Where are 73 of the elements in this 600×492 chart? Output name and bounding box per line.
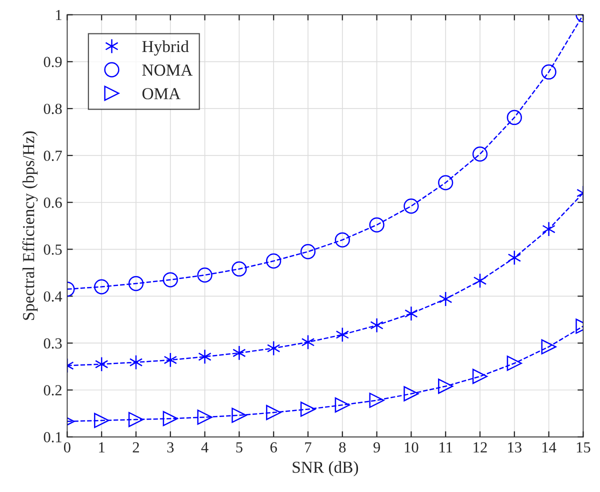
y-tick-label: 0.4 [44,291,62,302]
point [94,356,108,372]
y-axis-title: Spectral Efficiency (bps/Hz) [22,131,38,320]
point [128,412,144,428]
y-tick-label: 0.7 [44,150,62,161]
point [508,250,522,266]
y-tick-label: 0.3 [44,338,62,349]
y-tick-label: 0.9 [44,56,62,68]
x-tick-label: 9 [373,442,380,453]
x-tick-label: 1 [99,442,105,452]
point [129,354,143,370]
point [404,306,418,322]
point [266,340,280,356]
x-tick-label: 2 [132,442,139,452]
x-tick-label: 15 [576,442,590,453]
y-tick-label: 0.8 [44,104,62,114]
point [300,402,316,417]
point [197,268,212,283]
point [438,291,452,307]
point [334,232,350,248]
x-tick-label: 0 [64,442,70,453]
point [369,392,384,408]
y-tick-label: 0.5 [44,244,62,255]
x-tick-label: 12 [474,442,487,452]
legend-label: OMA [142,88,181,100]
point [334,397,350,413]
point [438,175,454,190]
point [438,378,454,394]
point [301,334,315,350]
x-tick-label: 10 [404,442,418,453]
point [94,279,110,294]
x-axis-title: SNR (dB) [292,461,358,476]
point [506,110,522,126]
point [232,408,247,423]
legend-label: Hybrid [142,40,189,56]
point [541,339,556,354]
x-tick-label: 6 [270,442,277,453]
legend-label: NOMA [142,64,193,76]
point [541,64,556,80]
point [472,146,488,162]
point [542,222,556,237]
point [266,253,282,269]
y-tick-label: 0.1 [44,432,62,442]
point [404,198,419,214]
point [336,327,350,342]
point [198,349,212,364]
point [128,276,144,292]
x-tick-label: 4 [201,442,208,452]
point [472,368,488,384]
point [404,386,419,402]
point [300,244,316,260]
point [197,410,212,425]
x-tick-label: 5 [236,442,242,453]
point [232,345,246,361]
x-tick-label: 14 [542,442,556,452]
y-tick-label: 0.2 [44,385,62,396]
y-tick-label: 0.6 [44,198,62,208]
point [162,411,178,426]
point [266,404,282,420]
x-tick-label: 7 [305,442,312,452]
point [473,273,487,288]
point [506,356,522,371]
point [164,352,178,368]
point [369,217,384,232]
point [162,272,178,288]
y-tick-label: 1 [56,10,62,20]
point [232,261,247,277]
point [370,318,384,333]
point [94,412,110,428]
x-tick-label: 13 [508,442,522,453]
x-tick-label: 11 [440,442,452,452]
x-tick-label: 3 [167,442,174,453]
x-tick-label: 8 [339,442,346,453]
